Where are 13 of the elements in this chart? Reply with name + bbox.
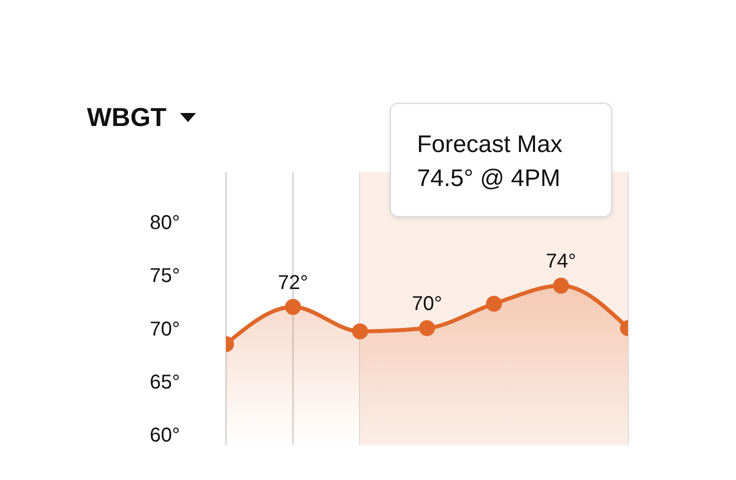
annotation: Forecast Max 74.5° @ 4PM: [390, 103, 612, 217]
y-tick-label: 75°: [150, 265, 180, 288]
y-tick-label: 60°: [150, 424, 180, 446]
data-label: 72°: [278, 272, 308, 294]
data-label: 74°: [546, 250, 576, 273]
chart-title: WBGT: [87, 102, 166, 133]
point: [352, 323, 368, 340]
point: [486, 296, 502, 312]
point: [419, 320, 435, 336]
y-tick-label: 65°: [150, 371, 180, 394]
data-label: 70°: [412, 293, 442, 316]
y-tick-label: 80°: [150, 212, 180, 234]
y-tick-label: 70°: [150, 318, 180, 340]
